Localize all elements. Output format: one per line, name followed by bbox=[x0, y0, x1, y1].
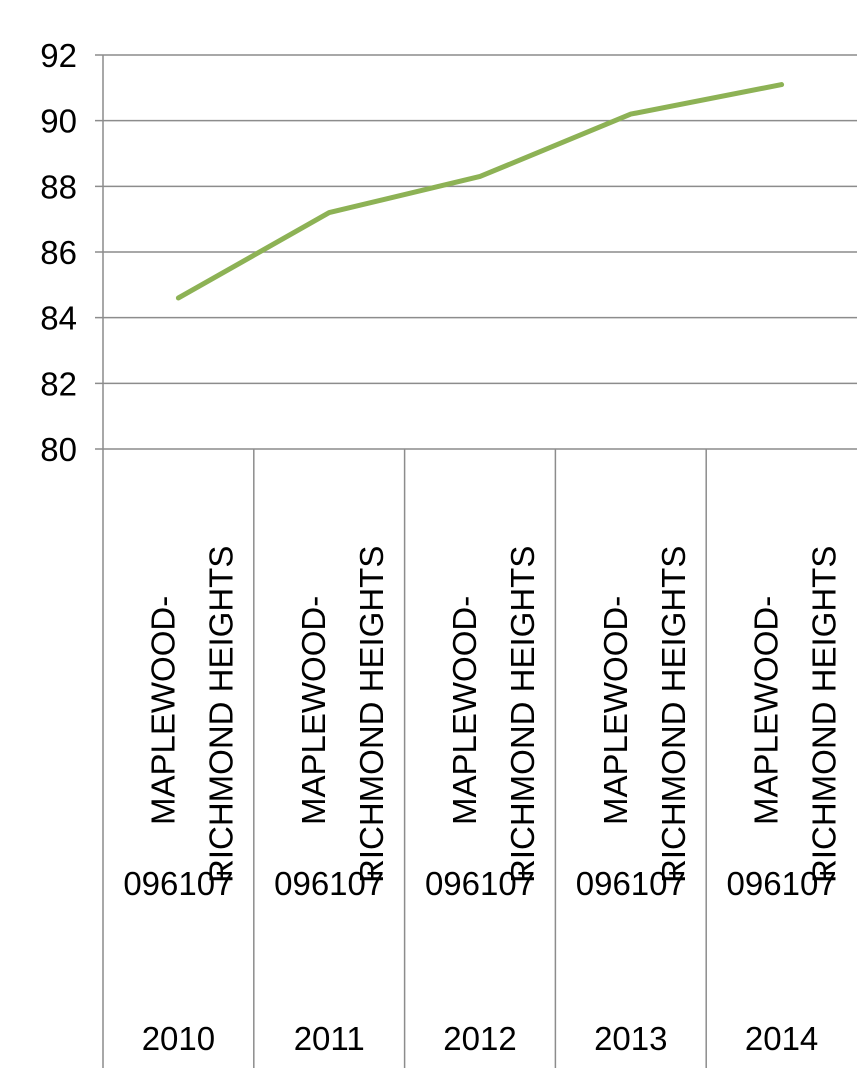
y-tick-label: 84 bbox=[40, 300, 77, 337]
y-tick-label: 90 bbox=[40, 103, 77, 140]
category-year: 2010 bbox=[142, 1020, 215, 1057]
category-name-line1: MAPLEWOOD- bbox=[597, 596, 634, 825]
category-name-line2: RICHMOND HEIGHTS bbox=[202, 546, 239, 883]
category-code: 096107 bbox=[425, 865, 535, 902]
category-year: 2014 bbox=[745, 1020, 818, 1057]
y-tick-label: 92 bbox=[40, 37, 77, 74]
category-year: 2012 bbox=[443, 1020, 516, 1057]
category-name-line1: MAPLEWOOD- bbox=[748, 596, 785, 825]
y-tick-label: 88 bbox=[40, 168, 77, 205]
category-code: 096107 bbox=[274, 865, 384, 902]
category-year: 2013 bbox=[594, 1020, 667, 1057]
y-tick-label: 82 bbox=[40, 365, 77, 402]
y-tick-labels: 80 82 84 86 88 90 92 bbox=[40, 37, 77, 468]
category-labels: MAPLEWOOD- RICHMOND HEIGHTS0961072010MAPL… bbox=[123, 546, 842, 1057]
category-name-line2: RICHMOND HEIGHTS bbox=[655, 546, 692, 883]
axes bbox=[95, 55, 857, 1068]
category-code: 096107 bbox=[727, 865, 837, 902]
category-name-line2: RICHMOND HEIGHTS bbox=[353, 546, 390, 883]
category-name-line1: MAPLEWOOD- bbox=[144, 596, 181, 825]
y-tick-label: 80 bbox=[40, 431, 77, 468]
series-line bbox=[175, 82, 785, 301]
category-year: 2011 bbox=[294, 1020, 365, 1057]
category-name-line2: RICHMOND HEIGHTS bbox=[806, 546, 843, 883]
category-code: 096107 bbox=[123, 865, 233, 902]
series bbox=[175, 82, 785, 301]
category-code: 096107 bbox=[576, 865, 686, 902]
category-name-line1: MAPLEWOOD- bbox=[446, 596, 483, 825]
gridlines bbox=[95, 54, 857, 385]
y-tick-label: 86 bbox=[40, 234, 77, 271]
category-name-line2: RICHMOND HEIGHTS bbox=[504, 546, 541, 883]
category-name-line1: MAPLEWOOD- bbox=[295, 596, 332, 825]
